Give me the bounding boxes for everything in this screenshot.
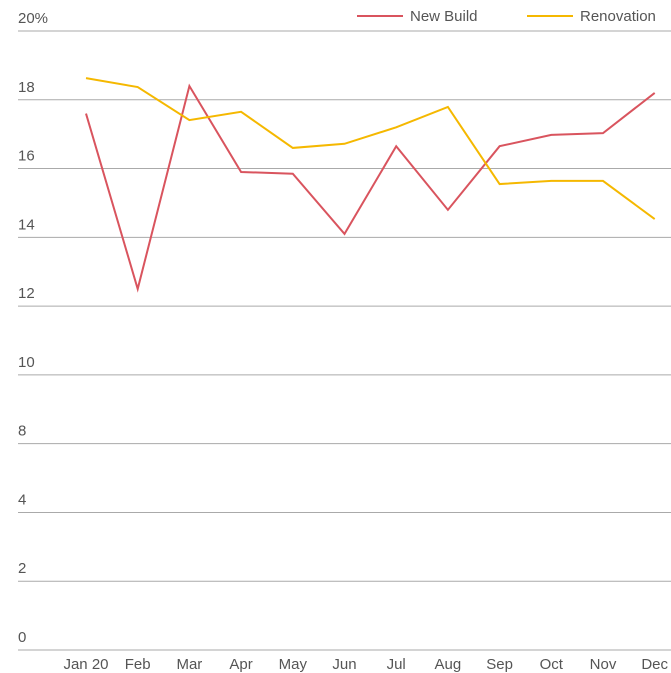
x-tick-label: Oct (540, 656, 564, 673)
y-tick-label: 18 (18, 79, 35, 96)
series-line (85, 77, 656, 220)
legend-label: Renovation (580, 8, 656, 25)
y-tick-label: 10 (18, 354, 35, 371)
x-tick-label: Mar (176, 656, 202, 673)
series-line (85, 83, 656, 293)
y-tick-label: 12 (18, 285, 35, 302)
y-tick-label: 16 (18, 148, 35, 165)
x-tick-label: Jan 20 (63, 656, 108, 673)
y-tick-label: 0 (18, 629, 26, 646)
x-tick-label: Jul (387, 656, 406, 673)
x-tick-label: Apr (229, 656, 252, 673)
y-tick-label: 20% (18, 10, 48, 27)
x-tick-label: Feb (125, 656, 151, 673)
y-tick-label: 2 (18, 560, 26, 577)
x-tick-label: Sep (486, 656, 513, 673)
x-tick-label: Jun (332, 656, 356, 673)
legend-label: New Build (410, 8, 478, 25)
x-tick-label: Dec (641, 656, 668, 673)
x-tick-label: Aug (435, 656, 462, 673)
x-tick-label: Nov (590, 656, 617, 673)
x-tick-label: May (279, 656, 308, 673)
y-tick-label: 4 (18, 491, 26, 508)
y-tick-label: 8 (18, 423, 26, 440)
y-tick-label: 14 (18, 216, 35, 233)
